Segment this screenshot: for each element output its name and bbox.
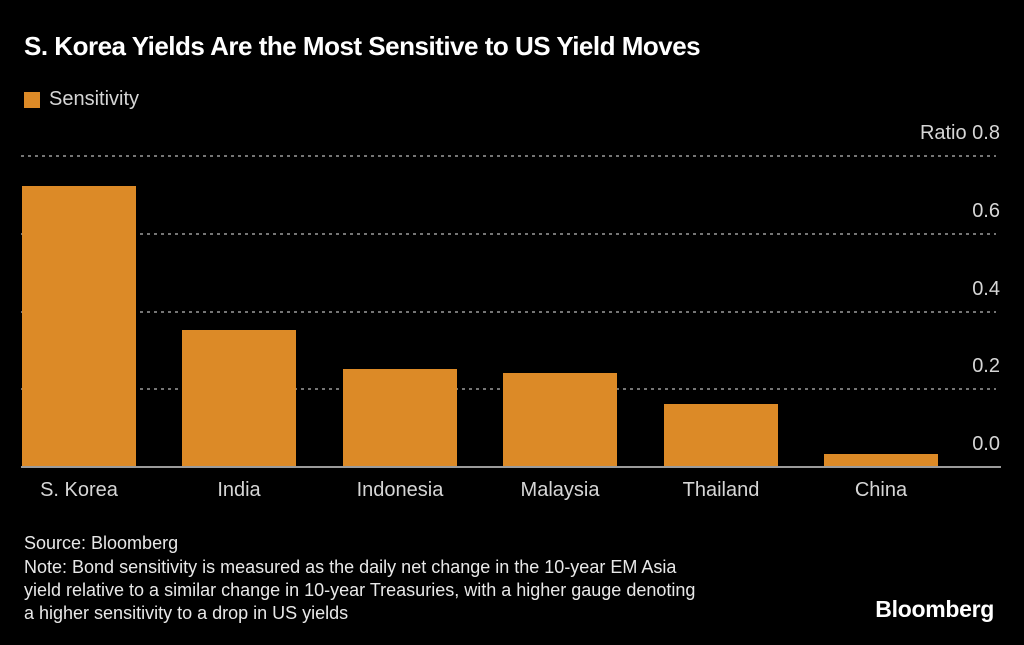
legend: Sensitivity: [24, 88, 139, 111]
x-tick-label-indonesia: Indonesia: [356, 479, 444, 501]
y-tick-label-0.6: 0.6: [972, 200, 1000, 222]
x-tick-label-s-korea: S. Korea: [40, 479, 118, 501]
gridline-0.6: [21, 233, 996, 235]
bar-thailand: [664, 404, 778, 466]
bar-malaysia: [503, 373, 617, 466]
chart-title: S. Korea Yields Are the Most Sensitive t…: [24, 31, 701, 61]
bar-s-korea: [22, 186, 136, 466]
bar-indonesia: [343, 369, 457, 466]
x-axis-line: [21, 466, 1001, 468]
bar-india: [182, 330, 296, 466]
x-tick-label-india: India: [217, 479, 261, 501]
note-text: Note: Bond sensitivity is measured as th…: [24, 557, 696, 623]
bar-china: [824, 454, 938, 466]
legend-label: Sensitivity: [49, 88, 140, 110]
y-tick-label-0.4: 0.4: [972, 278, 1000, 300]
y-axis-unit-label: Ratio 0.8: [919, 122, 1000, 144]
x-tick-label-thailand: Thailand: [682, 479, 760, 501]
bloomberg-logo: Bloomberg: [875, 596, 994, 622]
gridline-0.4: [21, 311, 996, 313]
x-tick-label-china: China: [854, 479, 908, 501]
source-text: Source: Bloomberg: [24, 533, 179, 553]
gridline-0.8: [21, 155, 996, 157]
x-tick-label-malaysia: Malaysia: [520, 479, 600, 501]
y-tick-label-0.2: 0.2: [972, 355, 1000, 377]
y-tick-label-0.0: 0.0: [972, 433, 1000, 455]
legend-swatch-sensitivity: [24, 91, 40, 108]
